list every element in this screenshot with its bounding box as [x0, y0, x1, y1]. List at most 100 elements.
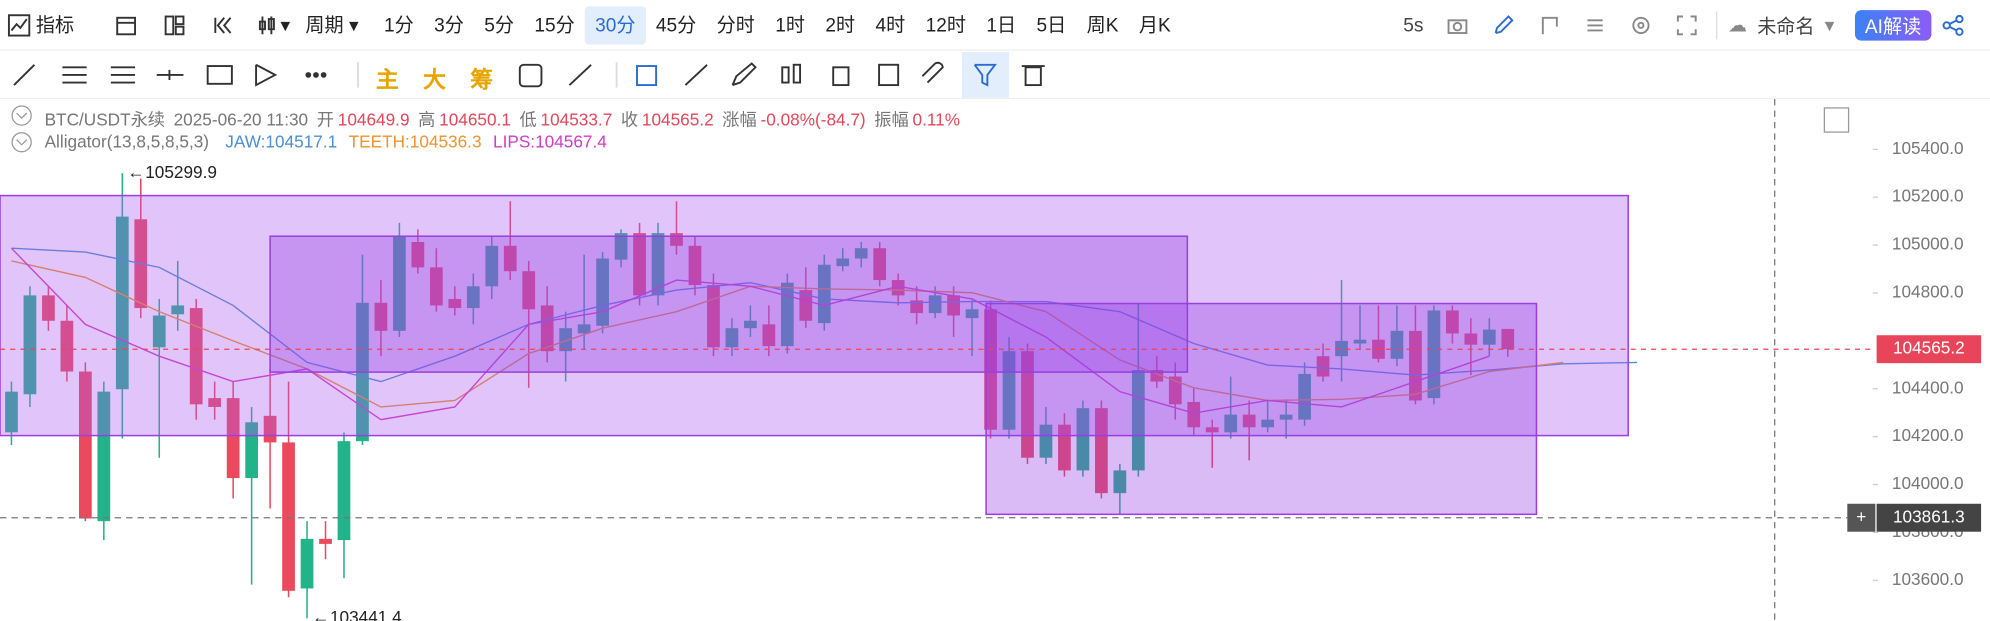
y-tick-label: 105000.0 — [1892, 234, 1964, 254]
chart-type-button[interactable]: ▾ — [250, 6, 298, 44]
indicator-name: Alligator(13,8,5,8,5,3) — [44, 132, 210, 152]
big-order-tool[interactable]: 大 — [422, 67, 446, 93]
interval-button[interactable]: 12时 — [925, 15, 967, 37]
last-price-tag — [1876, 335, 1982, 364]
magnet-tool[interactable] — [921, 61, 944, 84]
brush-tool[interactable] — [731, 62, 757, 86]
trendline-tool[interactable] — [13, 64, 36, 86]
note-tool[interactable] — [878, 63, 900, 87]
candle-body — [1298, 373, 1311, 420]
interval-button[interactable]: 1时 — [775, 15, 806, 37]
interval-button[interactable]: 分时 — [716, 15, 755, 37]
measure-tool[interactable] — [568, 64, 592, 86]
interval-button[interactable]: 4时 — [875, 15, 906, 37]
collapse-button[interactable] — [11, 132, 32, 153]
candle-body — [1261, 419, 1275, 428]
period-button[interactable]: 周期 ▾ — [298, 6, 366, 44]
candle-body — [1113, 470, 1127, 494]
y-tick-label: 103600.0 — [1892, 569, 1964, 589]
share-icon[interactable] — [1942, 14, 1965, 37]
interval-button[interactable]: 月K — [1138, 15, 1171, 37]
crosshair-add-button[interactable] — [1847, 503, 1876, 532]
candle-body — [429, 267, 443, 306]
indicators-label: 指标 — [35, 15, 75, 37]
hline-tool[interactable] — [156, 69, 184, 81]
candle-body — [540, 305, 554, 352]
candle-body — [1353, 339, 1367, 344]
candle-tool[interactable] — [781, 63, 802, 84]
candle-body — [282, 442, 295, 591]
fullscreen-icon[interactable] — [1676, 14, 1699, 37]
fib-tool[interactable] — [110, 66, 136, 84]
ruler-tool[interactable] — [684, 64, 708, 86]
indicator-legend: Alligator(13,8,5,8,5,3) JAW:104517.1 TEET… — [45, 132, 611, 151]
interval-button[interactable]: 5日 — [1036, 15, 1067, 37]
pattern-tool[interactable] — [255, 63, 278, 87]
interval-button[interactable]: 5分 — [484, 15, 515, 37]
copy-tool[interactable] — [636, 65, 658, 87]
interval-button[interactable]: 30分 — [584, 5, 646, 44]
window-icon[interactable] — [1538, 14, 1561, 37]
candle-body — [1390, 330, 1404, 359]
candle-body — [559, 328, 573, 352]
expand-icon[interactable] — [1823, 107, 1850, 133]
candle-body — [947, 295, 960, 316]
lock-tool[interactable] — [832, 66, 850, 87]
candle-body — [1242, 414, 1256, 428]
replay-button[interactable] — [204, 6, 242, 44]
legend-entry: TEETH:104536.3 — [348, 132, 482, 152]
candle-body — [411, 241, 425, 268]
filter-tool[interactable] — [973, 63, 997, 87]
candle-body — [60, 320, 74, 372]
more-tools[interactable] — [305, 72, 327, 78]
interval-button[interactable]: 1日 — [986, 15, 1017, 37]
channel-tool[interactable] — [62, 66, 87, 84]
candle-body — [891, 280, 905, 296]
layout-button[interactable] — [156, 6, 194, 44]
interval-button[interactable]: 3分 — [434, 15, 464, 37]
candle-body — [596, 258, 609, 326]
candle-body — [928, 295, 942, 314]
candle-body — [300, 538, 314, 589]
top-toolbar: 指标 ▾ 周期 ▾ 1分 3分 5分 15分 30分 45分 分时 1时 2时 4时 12时 1日 5日… — [0, 0, 1990, 51]
replace-tool[interactable] — [518, 63, 543, 88]
ai-button[interactable]: AI解读 — [1854, 10, 1932, 41]
layout-name[interactable]: 未命名 — [1757, 15, 1815, 38]
candle-body — [799, 290, 813, 321]
interval-button[interactable]: 1分 — [384, 15, 414, 37]
period-label: 周期 — [305, 15, 344, 37]
candle-body — [208, 398, 222, 407]
candle-body — [152, 315, 166, 348]
candle-body — [577, 324, 591, 334]
refresh-rate[interactable]: 5s — [1403, 14, 1424, 37]
arrow: ← — [312, 607, 329, 621]
indicators-button[interactable]: 指标 — [0, 6, 82, 44]
interval-button[interactable]: 周K — [1086, 15, 1119, 37]
low-value: 104533.7 — [540, 110, 613, 130]
interval-button[interactable]: 2时 — [825, 15, 856, 37]
candle-body — [1501, 328, 1515, 350]
indicator-line — [11, 247, 1638, 383]
calendar-button[interactable] — [107, 6, 145, 44]
y-tick-label: 104400.0 — [1892, 377, 1964, 397]
candle-body — [466, 286, 480, 309]
icon — [7, 13, 31, 36]
drawn-rectangle[interactable] — [985, 302, 1538, 516]
low-label: 低 — [519, 110, 537, 130]
chips-tool[interactable]: 筹 — [470, 67, 494, 93]
main-chart-tool[interactable]: 主 — [375, 67, 399, 93]
collapse-button[interactable] — [11, 105, 32, 126]
rect-tool[interactable] — [206, 65, 233, 85]
camera-icon[interactable] — [1446, 14, 1469, 37]
candle-body — [189, 308, 203, 405]
interval-button[interactable]: 45分 — [655, 15, 697, 37]
pen-icon[interactable] — [1492, 14, 1515, 37]
candle-body — [817, 264, 831, 324]
list-icon[interactable] — [1584, 14, 1607, 37]
candle-body — [633, 233, 646, 296]
delete-tool[interactable] — [1021, 65, 1045, 87]
settings-icon[interactable] — [1630, 14, 1653, 37]
interval-button[interactable]: 15分 — [534, 15, 575, 37]
